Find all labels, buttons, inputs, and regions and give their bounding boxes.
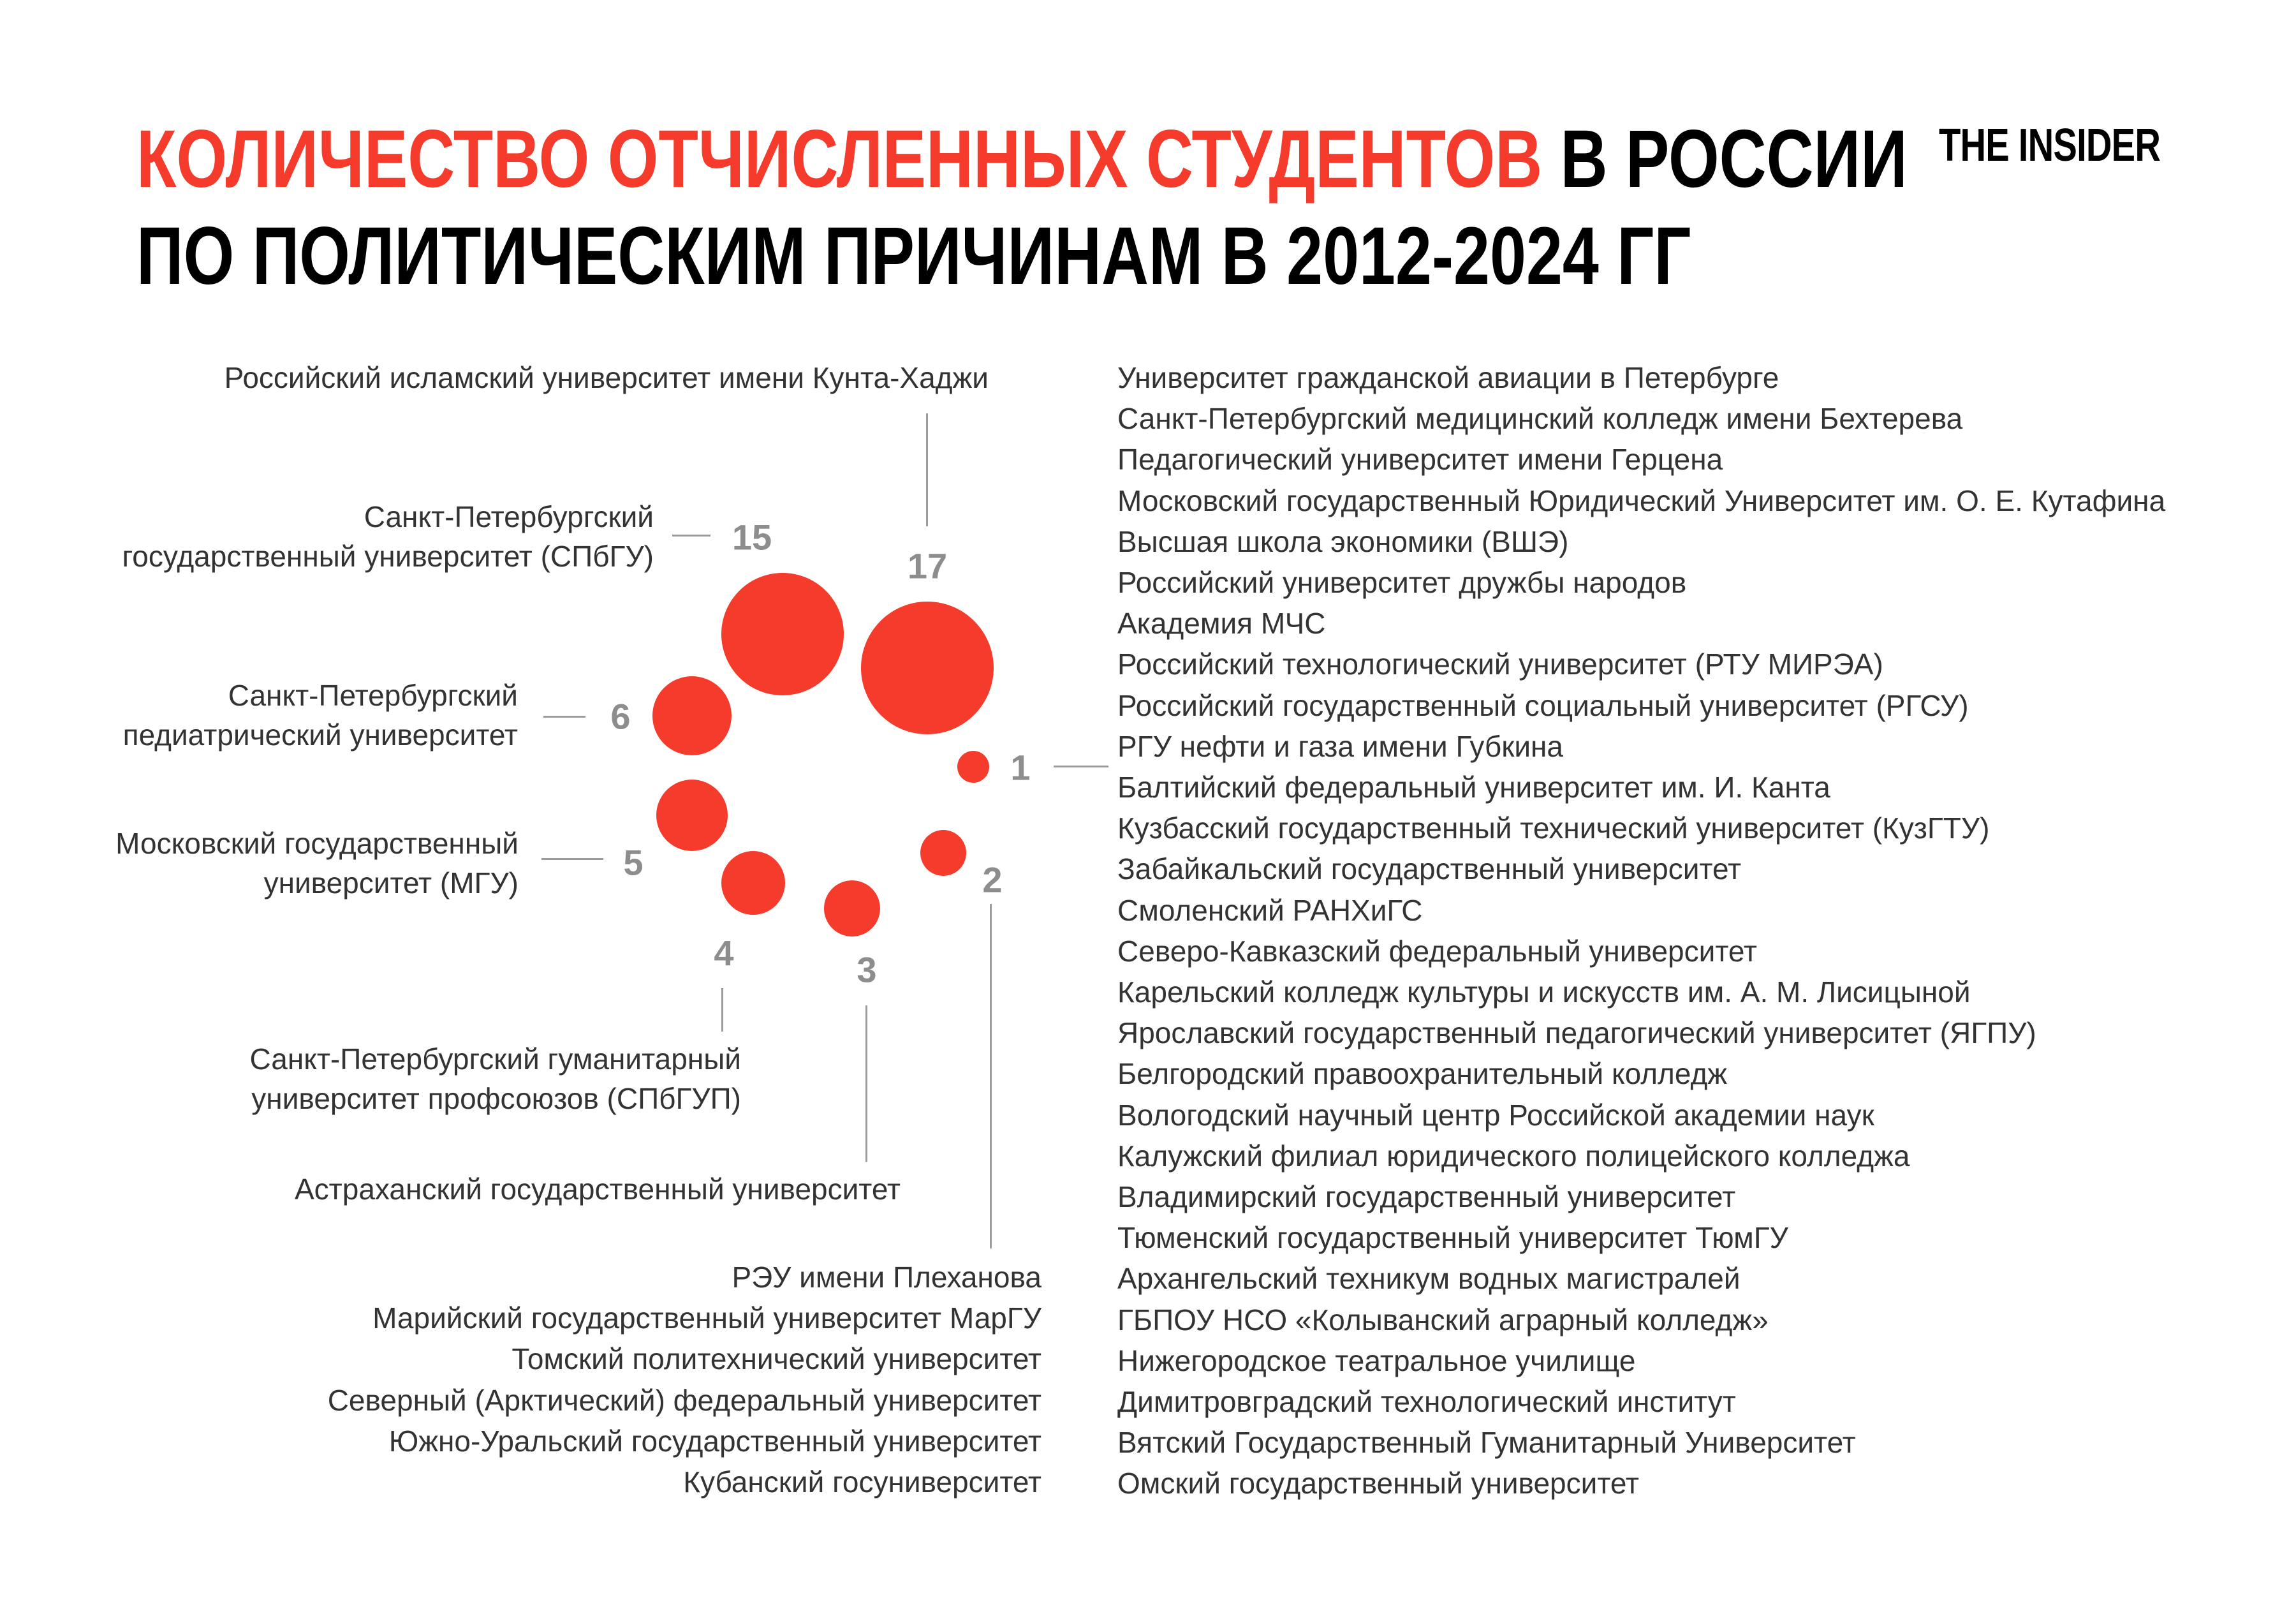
bubble-5 xyxy=(656,780,728,851)
bubble-3 xyxy=(824,880,880,937)
university-1-row: Димитровградский технологический институ… xyxy=(1117,1385,1736,1419)
university-1-row: Северо-Кавказский федеральный университе… xyxy=(1117,934,1757,968)
university-1-row: Смоленский РАНХиГС xyxy=(1117,893,1423,927)
university-1-row: РГУ нефти и газа имени Губкина xyxy=(1117,729,1564,763)
university-1-row: Тюменский государственный университет Тю… xyxy=(1117,1221,1788,1255)
bubble-4 xyxy=(721,851,785,915)
leader-line-1 xyxy=(1054,766,1108,767)
universities-with-2-list: РЭУ имени Плеханова Марийский государстве… xyxy=(328,1257,1041,1502)
bubble-value-3: 3 xyxy=(857,949,877,990)
university-2-row: РЭУ имени Плеханова xyxy=(732,1261,1041,1294)
bubble-value-1: 1 xyxy=(1010,747,1031,788)
universities-with-1-list: Университет гражданской авиации в Петерб… xyxy=(1117,357,2165,1504)
bubble-2 xyxy=(920,830,966,876)
label-line: педиатрический университет xyxy=(122,718,518,751)
university-1-row: Владимирский государственный университет xyxy=(1117,1180,1736,1214)
university-1-row: Забайкальский государственный университе… xyxy=(1117,852,1742,886)
bubble-1 xyxy=(957,751,989,783)
leader-line-15 xyxy=(672,535,710,537)
title-rest: В РОССИИ xyxy=(1542,114,1908,205)
leader-line-2 xyxy=(990,904,992,1248)
leader-line-5 xyxy=(541,858,603,860)
title-line1: КОЛИЧЕСТВО ОТЧИСЛЕННЫХ СТУДЕНТОВ В РОССИ… xyxy=(136,111,1908,208)
bubble-value-2: 2 xyxy=(982,859,1003,900)
university-1-row: Университет гражданской авиации в Петерб… xyxy=(1117,361,1779,394)
leader-line-6 xyxy=(543,716,585,718)
university-1-row: Педагогический университет имени Герцена xyxy=(1117,443,1723,477)
bubble-15 xyxy=(721,573,844,695)
university-1-row: Калужский филиал юридического полицейско… xyxy=(1117,1139,1910,1173)
university-1-row: ГБПОУ НСО «Колыванский аграрный колледж» xyxy=(1117,1303,1769,1336)
university-1-row: Высшая школа экономики (ВШЭ) xyxy=(1117,524,1569,558)
label-pediatric-university: Санкт-Петербургский педиатрический униве… xyxy=(123,676,518,755)
university-1-row: Вологодский научный центр Российской ака… xyxy=(1117,1098,1874,1132)
bubble-6 xyxy=(652,676,732,755)
label-line: Московский государственный xyxy=(115,827,519,860)
university-1-row: Академия МЧС xyxy=(1117,607,1326,640)
university-2-row: Северный (Арктический) федеральный униве… xyxy=(327,1383,1041,1417)
university-1-row: Ярославский государственный педагогическ… xyxy=(1117,1016,2036,1050)
label-line: Санкт-Петербургский xyxy=(228,679,518,712)
university-1-row: Нижегородское театральное училище xyxy=(1117,1344,1636,1377)
bubble-value-4: 4 xyxy=(714,933,734,974)
bubble-value-17: 17 xyxy=(907,545,948,586)
university-1-row: Балтийский федеральный университет им. И… xyxy=(1117,771,1830,804)
university-2-row: Томский политехнический университет xyxy=(511,1342,1041,1376)
label-line: Санкт-Петербургский гуманитарный xyxy=(249,1042,742,1076)
bubble-17 xyxy=(861,602,994,734)
title-highlight: КОЛИЧЕСТВО ОТЧИСЛЕННЫХ СТУДЕНТОВ xyxy=(136,114,1543,205)
university-1-row: Карельский колледж культуры и искусств и… xyxy=(1117,975,1971,1009)
label-mgu: Московский государственный университет (… xyxy=(115,824,519,903)
university-1-row: Московский государственный Юридический У… xyxy=(1117,484,2166,517)
label-spbgup: Санкт-Петербургский гуманитарный универс… xyxy=(250,1039,742,1118)
leader-line-3 xyxy=(865,1005,867,1162)
university-1-row: Омский государственный университет xyxy=(1117,1467,1640,1500)
label-astrakhan-university: Астраханский государственный университет xyxy=(295,1173,901,1206)
bubble-value-6: 6 xyxy=(610,696,631,737)
label-line: Санкт-Петербургский xyxy=(364,500,654,533)
label-line: университет (МГУ) xyxy=(263,866,519,900)
label-line: университет профсоюзов (СПбГУП) xyxy=(251,1082,741,1115)
label-spbgu: Санкт-Петербургский государственный унив… xyxy=(122,497,654,576)
university-2-row: Марийский государственный университет Ма… xyxy=(372,1301,1041,1335)
university-1-row: Российский университет дружбы народов xyxy=(1117,566,1687,600)
leader-line-4 xyxy=(721,988,723,1032)
label-line: государственный университет (СПбГУ) xyxy=(122,540,654,573)
leader-line-17 xyxy=(926,413,928,526)
label-islamic-university: Российский исламский университет имени К… xyxy=(224,361,989,394)
title-line2: ПО ПОЛИТИЧЕСКИМ ПРИЧИНАМ В 2012-2024 ГГ xyxy=(136,211,1691,302)
university-2-row: Кубанский госуниверситет xyxy=(683,1465,1041,1499)
university-1-row: Кузбасский государственный технический у… xyxy=(1117,811,1990,845)
university-1-row: Архангельский техникум водных магистрале… xyxy=(1117,1262,1740,1296)
university-1-row: Российский технологический университет (… xyxy=(1117,648,1883,681)
page-title: КОЛИЧЕСТВО ОТЧИСЛЕННЫХ СТУДЕНТОВ В РОССИ… xyxy=(136,111,1908,305)
university-2-row: Южно-Уральский государственный университ… xyxy=(388,1424,1041,1458)
university-1-row: Российский государственный социальный ун… xyxy=(1117,688,1969,722)
bubble-value-5: 5 xyxy=(623,842,644,883)
university-1-row: Санкт-Петербургский медицинский колледж … xyxy=(1117,402,1963,436)
university-1-row: Вятский Государственный Гуманитарный Уни… xyxy=(1117,1426,1856,1460)
university-1-row: Белгородский правоохранительный колледж xyxy=(1117,1057,1728,1091)
bubble-value-15: 15 xyxy=(732,517,772,558)
the-insider-logo: THE INSIDER xyxy=(1939,120,2161,171)
